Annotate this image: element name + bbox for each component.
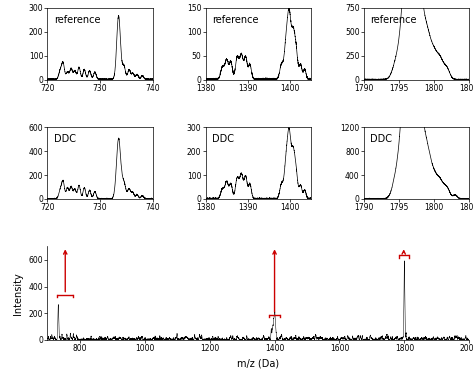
Text: reference: reference	[54, 15, 100, 25]
Text: DDC: DDC	[370, 134, 392, 144]
Text: DDC: DDC	[212, 134, 234, 144]
X-axis label: m/z (Da): m/z (Da)	[237, 359, 279, 369]
Text: DDC: DDC	[54, 134, 76, 144]
Y-axis label: Intensity: Intensity	[13, 272, 23, 315]
Text: reference: reference	[370, 15, 417, 25]
Text: reference: reference	[212, 15, 258, 25]
